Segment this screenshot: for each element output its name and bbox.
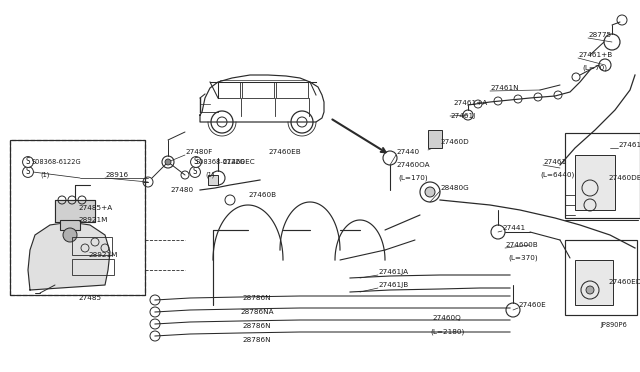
- Text: 27460E: 27460E: [518, 302, 546, 308]
- Text: 28786NA: 28786NA: [240, 309, 274, 315]
- Text: S08368-6122G: S08368-6122G: [32, 159, 82, 165]
- Text: 27461+B: 27461+B: [578, 52, 612, 58]
- Polygon shape: [28, 222, 110, 290]
- Text: (L=6440): (L=6440): [540, 172, 574, 178]
- Text: 27460Q: 27460Q: [432, 315, 461, 321]
- Bar: [565, 133, 640, 218]
- Text: 27460DB: 27460DB: [608, 175, 640, 181]
- Text: S08368-6122G: S08368-6122G: [196, 159, 246, 165]
- Text: 27461JA: 27461JA: [378, 269, 408, 275]
- Text: 27461+A: 27461+A: [453, 100, 487, 106]
- Bar: [60, 220, 80, 230]
- Text: 27460B: 27460B: [248, 192, 276, 198]
- Text: 28916: 28916: [105, 172, 128, 178]
- Bar: [575, 155, 615, 210]
- Text: 27485: 27485: [78, 295, 101, 301]
- Text: S: S: [26, 167, 30, 176]
- Circle shape: [425, 187, 435, 197]
- Text: 27461J: 27461J: [450, 113, 476, 119]
- Bar: [72, 259, 114, 275]
- Text: JP890P6: JP890P6: [600, 322, 627, 328]
- Bar: [10, 140, 145, 295]
- Text: S: S: [194, 157, 198, 167]
- Bar: [428, 130, 442, 148]
- Text: (1): (1): [205, 172, 214, 178]
- Text: 28921M: 28921M: [88, 252, 117, 258]
- Bar: [10, 140, 145, 295]
- Bar: [565, 240, 637, 315]
- Text: 27461: 27461: [543, 159, 566, 165]
- Text: 27461JB: 27461JB: [378, 282, 408, 288]
- Text: 27480: 27480: [170, 187, 193, 193]
- Polygon shape: [55, 200, 95, 222]
- Bar: [72, 237, 112, 255]
- Text: 27441: 27441: [502, 225, 525, 231]
- Bar: [575, 260, 613, 305]
- Text: 28786N: 28786N: [242, 323, 271, 329]
- Text: 27460EC: 27460EC: [222, 159, 255, 165]
- Text: 27460EB: 27460EB: [268, 149, 301, 155]
- Text: 27461J: 27461J: [618, 142, 640, 148]
- Circle shape: [586, 286, 594, 294]
- Text: 27461N: 27461N: [490, 85, 518, 91]
- Bar: [208, 175, 218, 185]
- Text: 28921M: 28921M: [78, 217, 108, 223]
- Text: (1): (1): [40, 172, 49, 178]
- Text: 28786N: 28786N: [242, 295, 271, 301]
- Text: 28786N: 28786N: [242, 337, 271, 343]
- Text: 27460ED: 27460ED: [608, 279, 640, 285]
- Text: (L=2180): (L=2180): [430, 329, 464, 335]
- Text: (L=70): (L=70): [582, 65, 607, 71]
- Text: 274600B: 274600B: [505, 242, 538, 248]
- Text: S: S: [193, 167, 197, 176]
- Text: S: S: [26, 157, 30, 167]
- Text: 27440: 27440: [396, 149, 419, 155]
- Text: 28480G: 28480G: [440, 185, 468, 191]
- Text: 27480F: 27480F: [185, 149, 212, 155]
- Text: 28775: 28775: [588, 32, 611, 38]
- Text: (L=170): (L=170): [398, 175, 428, 181]
- Circle shape: [63, 228, 77, 242]
- Text: 27460OA: 27460OA: [396, 162, 429, 168]
- Text: 27485+A: 27485+A: [78, 205, 112, 211]
- Text: 27460D: 27460D: [440, 139, 468, 145]
- Circle shape: [165, 159, 171, 165]
- Text: (L=370): (L=370): [508, 255, 538, 261]
